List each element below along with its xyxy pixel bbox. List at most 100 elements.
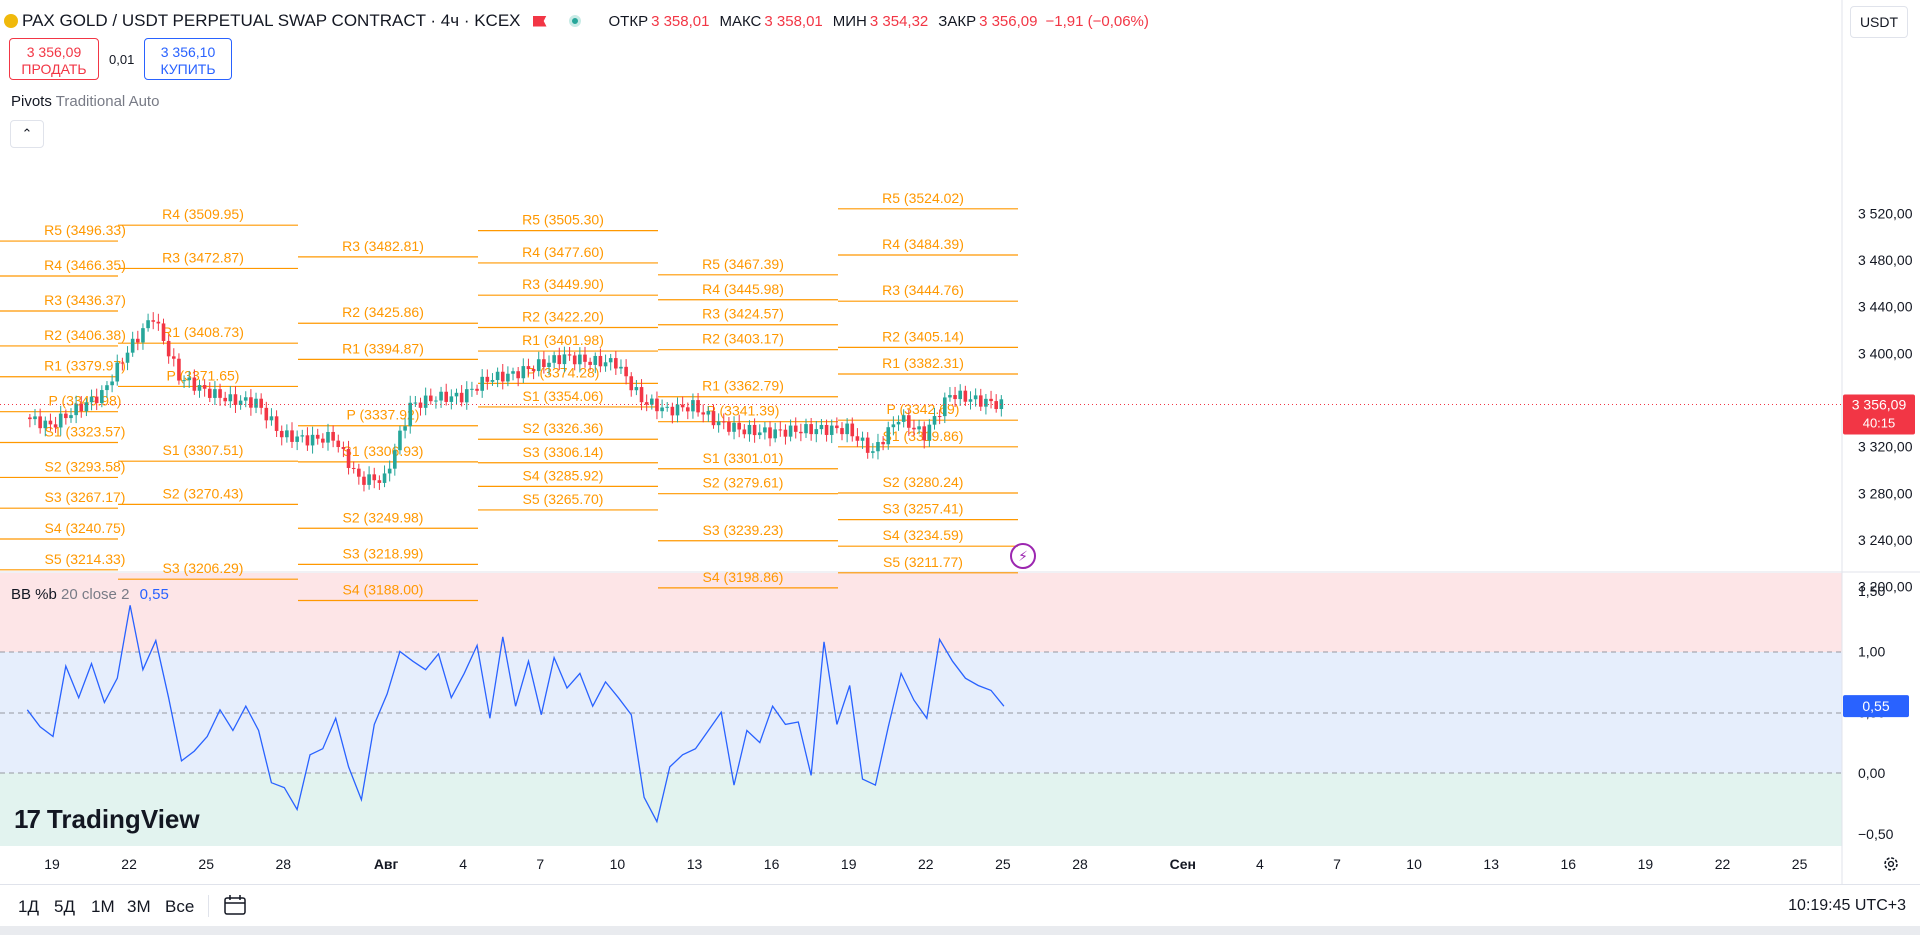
pivot-label: S5 (3214.33)	[45, 551, 126, 567]
candle-body	[531, 369, 536, 372]
candle-body	[341, 447, 346, 449]
pivot-label: P (3371.65)	[167, 367, 240, 383]
pivot-label: S2 (3280.24)	[883, 474, 964, 490]
currency-button[interactable]: USDT	[1850, 6, 1908, 38]
lightning-icon[interactable]: ⚡	[1010, 543, 1036, 569]
logo-text: TradingView	[46, 804, 200, 834]
bb-value-tag-text: 0,55	[1862, 698, 1889, 714]
bb-legend[interactable]: BB %b 20 close 2 0,55	[11, 586, 169, 603]
candle-body	[547, 362, 551, 367]
candle-body	[336, 440, 341, 448]
bb-value-tag	[1843, 695, 1909, 718]
range-1m-button[interactable]: 1М	[91, 897, 115, 916]
clock[interactable]: 10:19:45 UTC+3	[1788, 897, 1906, 914]
time-axis-label: 28	[276, 856, 292, 872]
candle-body	[444, 391, 449, 402]
candle-body	[850, 423, 855, 437]
candle-body	[593, 355, 598, 365]
time-axis-label: 4	[459, 856, 467, 872]
candle-body	[824, 424, 829, 435]
pivot-label: S5 (3265.70)	[523, 491, 604, 507]
sell-button[interactable]: 3 356,09 ПРОДАТЬ	[9, 38, 99, 80]
price-axis-label: 3 320,00	[1858, 439, 1913, 455]
candle-body	[79, 403, 84, 412]
candle-body	[984, 398, 988, 407]
candle-body	[372, 474, 377, 481]
candle-body	[197, 385, 202, 391]
candle-body	[254, 398, 258, 408]
open-value: 3 358,01	[651, 12, 710, 30]
candle-body	[387, 468, 392, 474]
flag-icon[interactable]	[532, 15, 547, 27]
calendar-range-icon[interactable]	[222, 893, 248, 917]
range-all-button[interactable]: Все	[165, 897, 195, 916]
candle-body	[742, 429, 747, 435]
candle-body	[716, 421, 721, 426]
candle-body	[886, 427, 891, 445]
candle-body	[907, 415, 911, 428]
candle-body	[207, 388, 212, 398]
candle-body	[89, 396, 94, 403]
pivot-label: R3 (3449.90)	[522, 276, 604, 292]
candle-body	[814, 429, 819, 435]
candle-body	[305, 435, 310, 446]
open-label: ОТКР	[608, 12, 649, 30]
pivot-label: R5 (3505.30)	[522, 212, 604, 228]
time-axis-label: 16	[1561, 856, 1577, 872]
collapse-legend-button[interactable]: ⌃	[10, 120, 44, 148]
candle-body	[691, 400, 695, 412]
candle-body	[763, 427, 767, 433]
pivot-label: R4 (3484.39)	[882, 236, 964, 252]
pivot-label: S2 (3293.58)	[45, 458, 126, 474]
pivot-label: R5 (3496.33)	[44, 222, 126, 238]
candle-body	[603, 362, 608, 367]
time-axis-label: 13	[687, 856, 703, 872]
tradingview-logo[interactable]: 17 TradingView	[14, 804, 200, 835]
pivot-label: S2 (3279.61)	[703, 475, 784, 491]
settings-gear-icon[interactable]	[1882, 855, 1900, 873]
range-5d-button[interactable]: 5Д	[54, 897, 75, 916]
pivot-label: S1 (3307.51)	[163, 442, 244, 458]
pivot-label: S3 (3218.99)	[343, 545, 424, 561]
range-1d-button[interactable]: 1Д	[18, 897, 39, 916]
pivots-legend[interactable]: Pivots Traditional Auto	[11, 93, 159, 110]
buy-button[interactable]: 3 356,10 КУПИТЬ	[144, 38, 232, 80]
market-status-icon[interactable]	[568, 15, 581, 27]
candle-body	[526, 366, 531, 370]
pivot-label: R4 (3477.60)	[522, 244, 604, 260]
candle-body	[285, 430, 289, 438]
candle-body	[727, 421, 731, 432]
candle-body	[511, 371, 515, 374]
pivot-label: S1 (3306.93)	[343, 443, 424, 459]
high-value: 3 358,01	[764, 12, 823, 30]
candle-body	[809, 424, 813, 435]
candle-body	[408, 402, 413, 427]
bb-axis-label: 1,50	[1858, 583, 1885, 599]
pivot-label: S2 (3249.98)	[343, 509, 424, 525]
candle-body	[84, 402, 89, 412]
candle-body	[110, 381, 114, 386]
pivot-label: R3 (3436.37)	[44, 292, 126, 308]
bb-axis-label: 1,00	[1858, 644, 1885, 660]
candle-body	[881, 442, 885, 445]
candle-body	[989, 398, 993, 402]
candle-body	[953, 395, 957, 400]
range-3m-button[interactable]: 3М	[127, 897, 151, 916]
candle-body	[166, 340, 171, 357]
candle-body	[300, 435, 305, 437]
candle-body	[912, 427, 916, 430]
candle-body	[202, 385, 207, 389]
candle-body	[572, 355, 577, 365]
time-axis-label: 19	[841, 856, 857, 872]
candle-body	[819, 424, 824, 430]
pivot-label: R3 (3472.87)	[162, 249, 244, 265]
toolbar-divider	[208, 895, 209, 917]
candle-body	[578, 354, 582, 365]
candle-body	[243, 397, 248, 401]
bb-percent-line	[26, 605, 1005, 824]
symbol-title[interactable]: PAX GOLD / USDT PERPETUAL SWAP CONTRACT …	[22, 11, 521, 30]
time-axis-label: 10	[1406, 856, 1422, 872]
spread-value: 0,01	[109, 52, 135, 67]
candle-body	[485, 376, 490, 382]
